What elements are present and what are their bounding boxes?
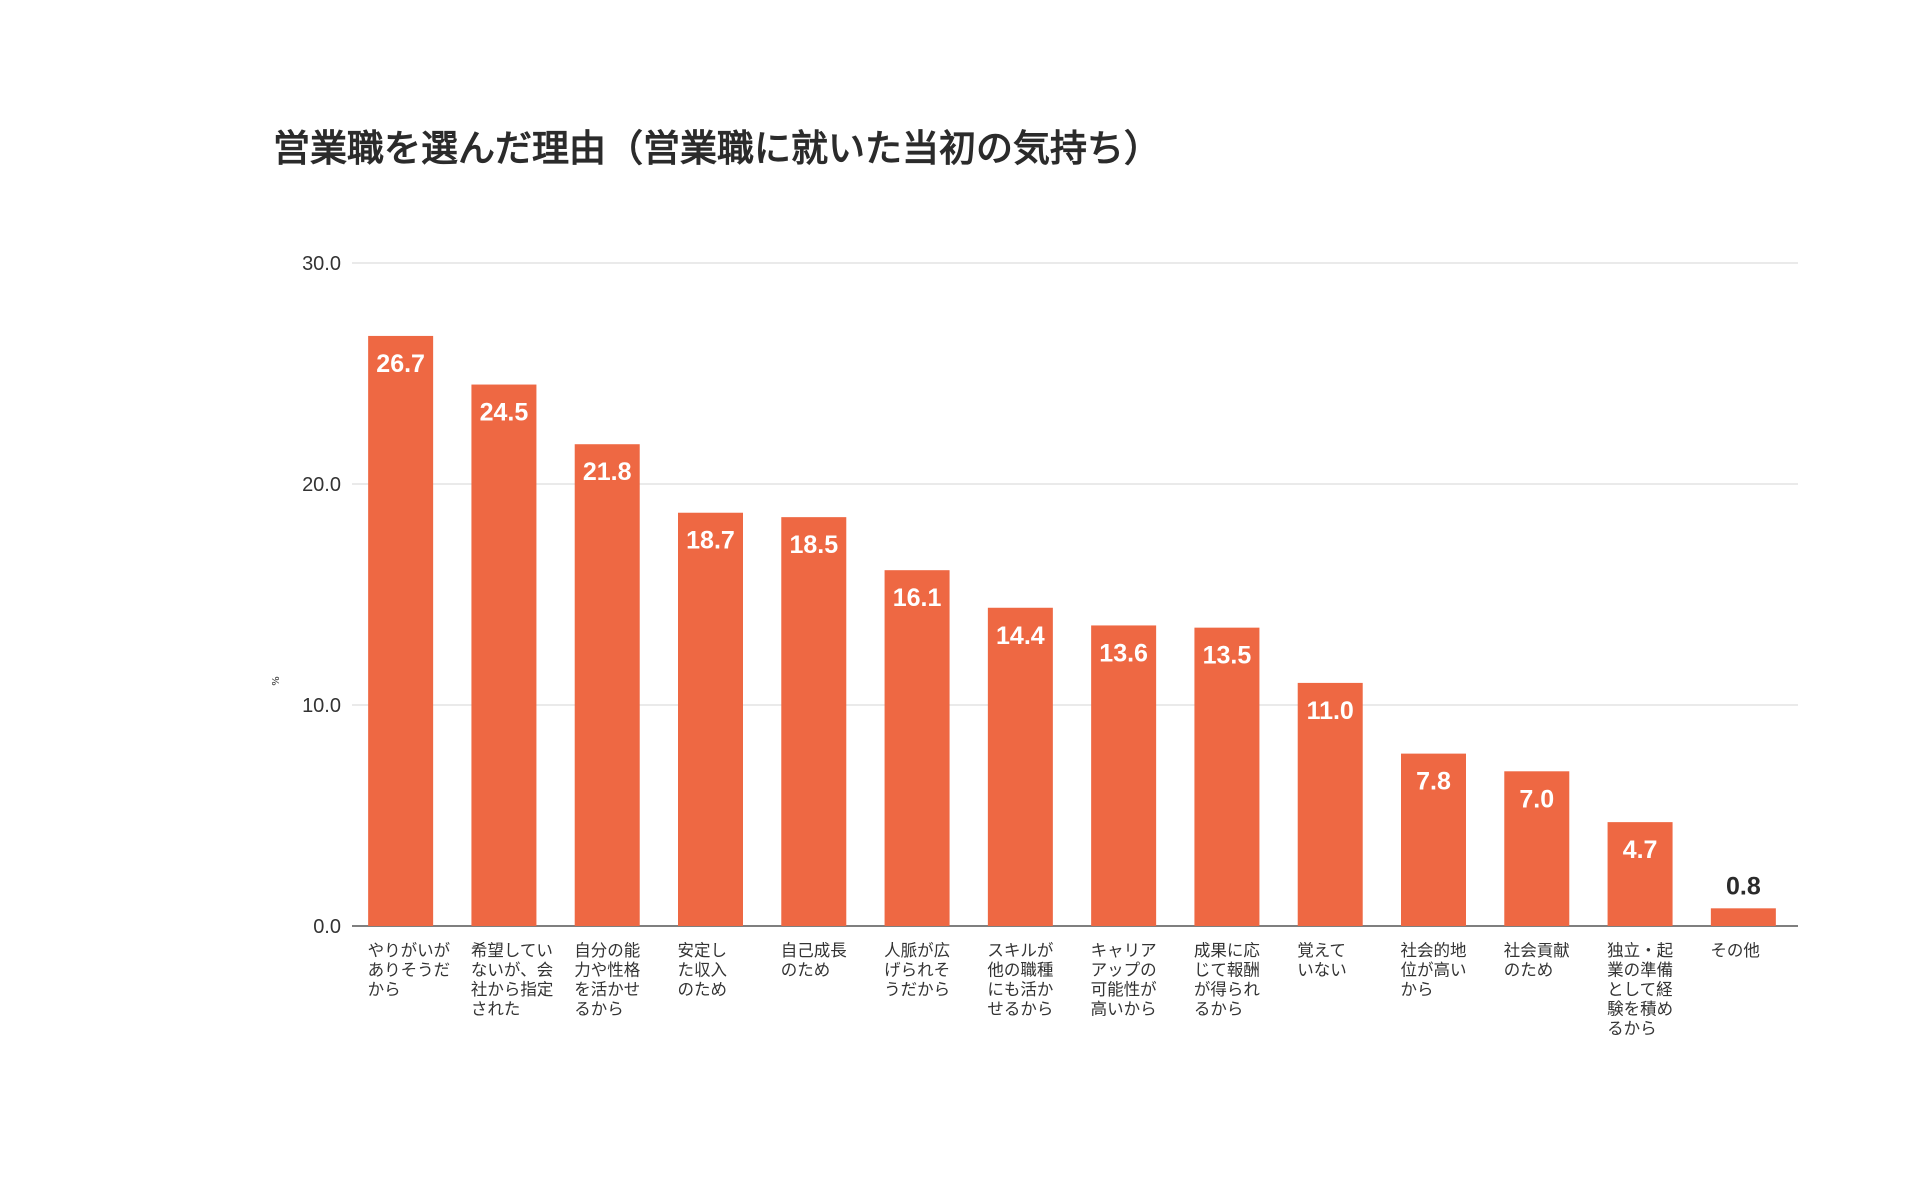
x-tick-label: その他 [1710,941,1760,960]
data-label: 18.7 [686,527,735,555]
data-label: 24.5 [480,399,529,427]
data-label: 18.5 [789,531,838,559]
y-tick-label: 10.0 [302,695,341,717]
y-axis-label: % [271,676,282,686]
bar [368,335,434,926]
data-label: 7.0 [1519,785,1554,813]
x-tick-label: 自己成長のため [781,941,848,980]
x-tick-label: スキルが他の職種にも活かせるから [987,941,1054,1019]
bar [1504,771,1570,926]
data-label: 16.1 [893,584,942,612]
x-tick-label: 社会貢献のため [1504,941,1570,980]
data-label: 13.5 [1203,642,1252,670]
x-tick-label: 希望していないが、会社から指定された [471,941,554,1019]
data-label: 0.8 [1726,872,1761,900]
y-tick-label: 20.0 [302,474,341,496]
data-label: 11.0 [1307,697,1354,725]
y-tick-label: 0.0 [313,916,341,938]
y-tick-label: 30.0 [302,253,341,275]
chart-title: 営業職を選んだ理由（営業職に就いた当初の気持ち） [273,127,1161,170]
x-tick-label: 独立・起業の準備として経験を積めるから [1607,941,1674,1038]
x-tick-label: 人脈が広げられそうだから [884,941,950,999]
bar [678,512,743,926]
bar [574,444,640,926]
x-tick-label: 成果に応じて報酬が得られるから [1194,941,1261,1019]
bar [781,517,847,926]
bar [1710,908,1776,926]
bar [1091,625,1157,926]
bar [884,570,950,926]
bar [987,607,1053,926]
bar [471,384,537,926]
bar [1607,822,1673,926]
data-label: 14.4 [996,622,1045,650]
data-label: 21.8 [583,458,632,486]
x-tick-label: 安定した収入のため [678,941,728,999]
data-label: 7.8 [1416,768,1451,796]
data-label: 4.7 [1623,836,1658,864]
x-tick-label: 社会的地位が高いから [1401,941,1467,999]
data-label: 26.7 [376,350,425,378]
bar [1401,753,1466,926]
x-tick-label: やりがいがありそうだから [368,941,451,999]
gridlines [352,262,1798,927]
bars [368,335,1776,926]
data-label: 13.6 [1099,639,1148,667]
labels: 0.0 10.0 20.0 30.0% 26.7 やりがいがありそうだから 24.5 希望して… [271,253,1761,1038]
bar [1194,627,1260,926]
x-tick-label: キャリアアップの可能性が高いから [1091,941,1158,1019]
x-tick-label: 覚えていない [1297,941,1347,980]
x-tick-label: 自分の能力や性格を活かせるから [574,941,641,1019]
bar [1297,682,1363,926]
